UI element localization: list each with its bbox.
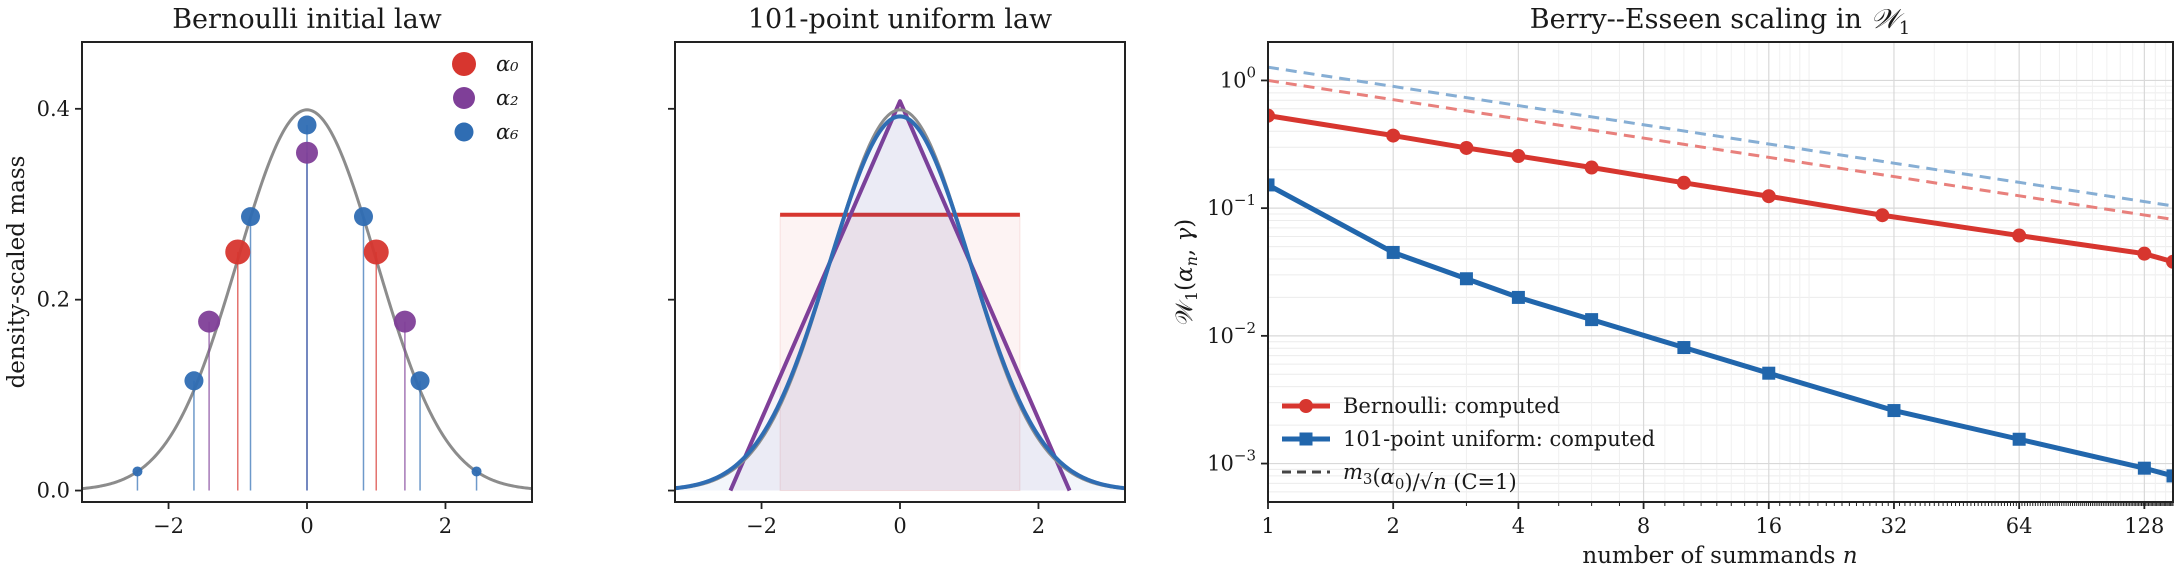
series-point-1-7 (1887, 404, 1901, 418)
legend-marker-2 (454, 122, 474, 142)
ytick-label: 10−1 (1207, 191, 1256, 220)
berry-esseen-panel: Berry--Esseen scaling in 𝒲1 number of su… (1172, 4, 2174, 569)
xtick-label: 2 (1032, 514, 1045, 538)
xtick-label: 2 (439, 514, 452, 538)
xtick-label: −2 (153, 514, 184, 538)
series-point-0-10 (2166, 254, 2173, 269)
smooth-line (675, 114, 1125, 491)
series-point-0-6 (1761, 189, 1776, 204)
point-1-2 (393, 310, 416, 333)
series-point-0-1 (1386, 128, 1401, 143)
ytick-label: 10−3 (1207, 447, 1256, 476)
legend-marker-0 (452, 52, 476, 76)
uniform-fill (779, 214, 1021, 492)
point-2-1 (184, 371, 204, 391)
triangular-fill (730, 101, 1070, 491)
point-2-0 (132, 466, 143, 477)
panel-c-ylabel: 𝒲1(αn, γ) (1172, 219, 1201, 326)
series-point-1-0 (1268, 178, 1275, 192)
series-point-0-8 (2012, 228, 2027, 243)
normal-density-curve (82, 108, 532, 491)
xtick-label: 0 (300, 514, 313, 538)
legend-label-2: α₆ (496, 120, 519, 144)
legend-label-0: α₀ (496, 52, 519, 76)
series-point-1-5 (1677, 341, 1691, 355)
legend-label-2: m3(α0)/√n (C=1) (1343, 460, 1517, 494)
legend-marker-0 (1299, 399, 1313, 413)
panel-b-title: 101-point uniform law (748, 4, 1052, 35)
point-0-1 (363, 239, 389, 265)
series-point-0-5 (1676, 175, 1691, 190)
legend-marker-1 (453, 87, 475, 109)
panel-b-frame (674, 41, 1126, 503)
panel-c-frame (1267, 41, 2174, 503)
xtick-label: −2 (746, 514, 777, 538)
xtick-label: 16 (1755, 514, 1782, 538)
xtick-label: 1 (1261, 514, 1274, 538)
xtick-label: 32 (1881, 514, 1908, 538)
panel-c-legend: Bernoulli: computed 101-point uniform: co… (1282, 394, 1655, 494)
series-point-1-6 (1762, 366, 1776, 380)
ytick-label: 0.2 (37, 288, 70, 312)
xtick-label: 8 (1637, 514, 1650, 538)
series-point-0-2 (1459, 140, 1474, 155)
series-point-1-8 (2012, 432, 2026, 446)
point-2-2 (241, 207, 261, 227)
legend-label-0: Bernoulli: computed (1343, 394, 1560, 418)
panel-a-legend: α₀ α₂ α₆ (452, 52, 519, 144)
point-2-4 (353, 207, 373, 227)
series-point-0-0 (1268, 108, 1275, 123)
series-point-1-9 (2137, 461, 2151, 475)
series-point-1-10 (2166, 469, 2173, 483)
legend-label-1: α₂ (496, 86, 519, 110)
point-2-6 (471, 466, 482, 477)
series-point-1-2 (1459, 272, 1473, 286)
series-point-0-7 (1875, 208, 1890, 223)
panel-c-xlabel: number of summands n (1582, 543, 1857, 569)
xtick-label: 2 (1387, 514, 1400, 538)
xtick-label: 128 (2124, 514, 2164, 538)
triangular-line (728, 99, 1072, 492)
series-point-0-3 (1511, 149, 1526, 164)
series-line-2 (1268, 78, 2173, 221)
xtick-label: 0 (893, 514, 906, 538)
legend-marker-1 (1299, 432, 1313, 446)
series-point-0-4 (1584, 160, 1599, 175)
legend-label-1: 101-point uniform: computed (1343, 427, 1655, 451)
panel-a-title: Bernoulli initial law (172, 4, 442, 35)
uniform-panel: 101-point uniform law −2 0 2 (668, 4, 1126, 538)
xtick-label: 4 (1512, 514, 1525, 538)
ytick-label: 10−2 (1207, 319, 1256, 348)
bernoulli-panel: Bernoulli initial law density-scaled mas… (4, 4, 533, 538)
panel-a-frame (81, 41, 533, 503)
series-line-3 (1268, 65, 2173, 208)
point-1-0 (198, 310, 221, 333)
point-2-5 (410, 371, 430, 391)
series-point-1-1 (1386, 245, 1400, 259)
point-1-1 (296, 141, 318, 164)
smooth-fill (675, 116, 1125, 491)
ytick-label: 100 (1220, 63, 1256, 92)
series-point-1-3 (1511, 290, 1525, 304)
panel-a-ylabel: density-scaled mass (4, 156, 30, 389)
xtick-label: 64 (2006, 514, 2033, 538)
ytick-label: 0.0 (37, 479, 70, 503)
ytick-label: 0.4 (37, 97, 70, 121)
series-point-0-9 (2137, 246, 2152, 261)
panel-c-title: Berry--Esseen scaling in 𝒲1 (1530, 4, 1910, 39)
point-2-3 (297, 115, 317, 135)
point-0-0 (225, 239, 251, 265)
series-point-1-4 (1585, 313, 1599, 327)
